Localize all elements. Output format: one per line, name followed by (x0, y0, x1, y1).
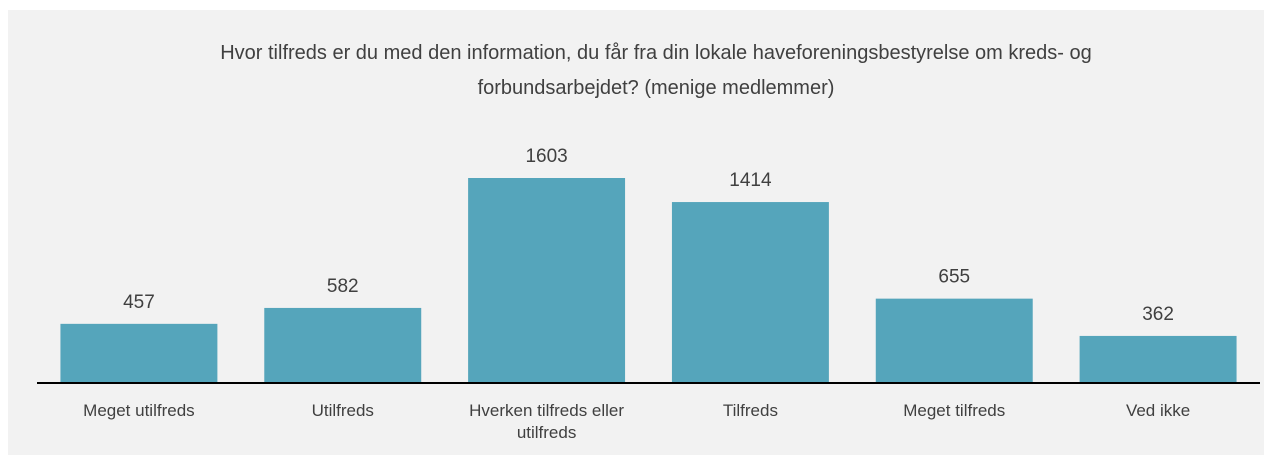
bar (1079, 335, 1237, 382)
bar (875, 298, 1033, 382)
x-tick-label: Tilfreds (722, 401, 778, 420)
value-label: 1603 (525, 146, 567, 167)
plot: 457 582 1603 1414 655 362 (37, 146, 1260, 384)
value-label: 1414 (729, 170, 772, 191)
x-tick-label: Meget tilfreds (903, 401, 1006, 420)
value-label: 582 (327, 276, 359, 297)
bar (671, 202, 829, 382)
bar (468, 178, 626, 382)
chart: Hvor tilfreds er du med den information,… (8, 10, 1264, 455)
x-tick-label: Utilfreds (311, 401, 374, 420)
x-tick-label: Hverken tilfreds eller utilfreds (469, 401, 625, 442)
value-label: 362 (1142, 304, 1174, 325)
x-tick-label: Meget utilfreds (83, 401, 195, 420)
chart-title: Hvor tilfreds er du med den information,… (220, 42, 1092, 99)
value-label: 457 (123, 292, 155, 313)
x-tick-label: Ved ikke (1125, 401, 1191, 420)
bar (60, 323, 218, 382)
bar (264, 307, 422, 382)
value-label: 655 (938, 267, 970, 288)
